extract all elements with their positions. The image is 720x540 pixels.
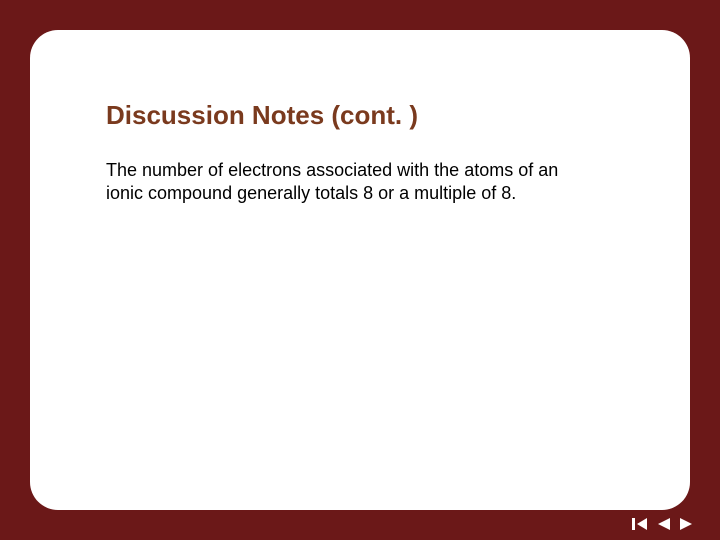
home-icon[interactable] xyxy=(632,518,648,530)
prev-icon[interactable] xyxy=(658,518,670,530)
nav-controls xyxy=(632,518,692,530)
slide-body: The number of electrons associated with … xyxy=(106,159,586,206)
next-icon[interactable] xyxy=(680,518,692,530)
slide-panel: Discussion Notes (cont. ) The number of … xyxy=(30,30,690,510)
slide-title: Discussion Notes (cont. ) xyxy=(106,100,614,131)
